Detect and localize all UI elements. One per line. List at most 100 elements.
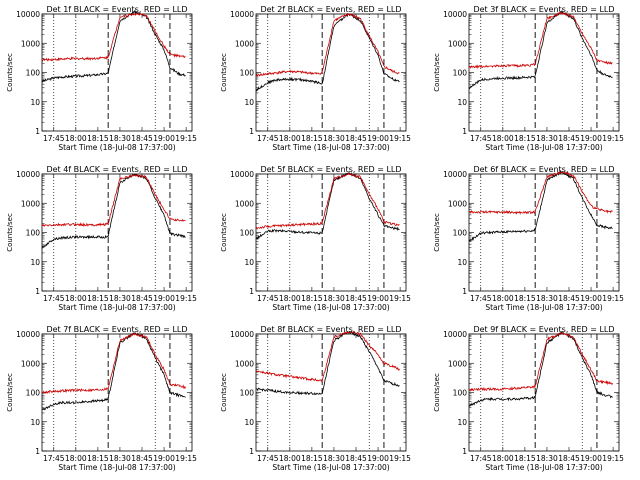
y-tick-label: 1000 xyxy=(21,39,40,48)
y-tick-label: 1 xyxy=(462,127,467,136)
y-tick-label: 10 xyxy=(244,258,254,267)
y-tick-label: 10000 xyxy=(443,330,467,339)
x-tick-label: 18:30 xyxy=(109,134,131,143)
panel-title: Det 1f BLACK = Events, RED = LLD xyxy=(46,5,187,14)
y-axis-label: Counts/sec xyxy=(220,373,228,412)
x-tick-label: 17:45 xyxy=(470,454,492,463)
x-tick-label: 18:00 xyxy=(65,454,87,463)
x-tick-label: 18:00 xyxy=(492,454,514,463)
y-tick-label: 1000 xyxy=(235,39,254,48)
events-series-line xyxy=(255,330,400,396)
panel-6: 1 10 100 1000 10000 17:45 18:00 18:15 18:30 18:45… xyxy=(433,165,624,312)
y-tick-label: 100 xyxy=(240,69,255,78)
y-tick-label: 1 xyxy=(35,287,40,296)
panel-title: Det 6f BLACK = Events, RED = LLD xyxy=(473,165,614,174)
x-tick-label: 18:30 xyxy=(109,454,131,463)
panel-3: 1 10 100 1000 10000 17:45 18:00 18:15 18:30 18:45… xyxy=(433,5,624,152)
x-axis-label: Start Time (18-Jul-08 17:37:00) xyxy=(485,463,602,472)
x-tick-label: 19:00 xyxy=(153,454,175,463)
x-tick-label: 18:45 xyxy=(345,134,367,143)
x-tick-label: 18:00 xyxy=(279,454,301,463)
x-tick-label: 18:30 xyxy=(323,294,345,303)
x-tick-label: 19:00 xyxy=(367,134,389,143)
y-axis-label: Counts/sec xyxy=(433,213,441,252)
y-tick-label: 100 xyxy=(26,389,41,398)
panel-2: 1 10 100 1000 10000 17:45 18:00 18:15 18:30 18:45… xyxy=(220,5,411,152)
lld-series-line xyxy=(41,332,186,395)
y-tick-label: 10000 xyxy=(443,10,467,19)
y-axis-label: Counts/sec xyxy=(6,53,14,92)
x-tick-label: 17:45 xyxy=(257,134,279,143)
y-tick-label: 1000 xyxy=(448,39,467,48)
x-tick-label: 18:00 xyxy=(65,294,87,303)
y-tick-label: 10 xyxy=(244,98,254,107)
y-tick-label: 100 xyxy=(26,229,41,238)
y-tick-label: 1000 xyxy=(448,359,467,368)
y-tick-label: 1 xyxy=(249,127,254,136)
panel-9: 1 10 100 1000 10000 17:45 18:00 18:15 18:30 18:45… xyxy=(433,325,624,472)
x-tick-label: 18:30 xyxy=(323,454,345,463)
events-series-line xyxy=(255,171,400,240)
y-axis-label: Counts/sec xyxy=(6,373,14,412)
y-tick-label: 10000 xyxy=(16,10,40,19)
x-tick-label: 18:45 xyxy=(345,454,367,463)
x-tick-label: 18:15 xyxy=(301,454,323,463)
lld-series-line xyxy=(41,173,186,228)
x-tick-label: 18:15 xyxy=(301,294,323,303)
y-tick-label: 1 xyxy=(35,447,40,456)
y-tick-label: 100 xyxy=(453,69,468,78)
panel-title: Det 2f BLACK = Events, RED = LLD xyxy=(260,5,401,14)
x-tick-label: 18:30 xyxy=(536,454,558,463)
x-tick-label: 18:45 xyxy=(131,294,153,303)
x-tick-label: 18:15 xyxy=(514,454,536,463)
y-tick-label: 1 xyxy=(249,287,254,296)
x-tick-label: 19:15 xyxy=(175,134,197,143)
x-tick-label: 18:45 xyxy=(558,454,580,463)
x-tick-label: 18:00 xyxy=(279,294,301,303)
x-tick-label: 18:00 xyxy=(279,134,301,143)
x-tick-label: 18:15 xyxy=(87,454,109,463)
x-tick-label: 18:00 xyxy=(65,134,87,143)
events-series-line xyxy=(468,330,613,407)
y-axis-label: Counts/sec xyxy=(433,53,441,92)
x-tick-label: 19:00 xyxy=(580,454,602,463)
y-tick-label: 1 xyxy=(462,287,467,296)
x-tick-label: 18:00 xyxy=(492,294,514,303)
panel-8: 1 10 100 1000 10000 17:45 18:00 18:15 18:30 18:45… xyxy=(220,325,411,472)
y-tick-label: 1000 xyxy=(21,199,40,208)
y-tick-label: 10000 xyxy=(230,330,254,339)
panel-title: Det 5f BLACK = Events, RED = LLD xyxy=(260,165,401,174)
x-tick-label: 17:45 xyxy=(43,294,65,303)
x-tick-label: 19:15 xyxy=(602,134,624,143)
y-tick-label: 10000 xyxy=(443,170,467,179)
x-axis-label: Start Time (18-Jul-08 17:37:00) xyxy=(485,303,602,312)
y-tick-label: 1000 xyxy=(235,359,254,368)
events-series-line xyxy=(468,9,613,90)
panel-title: Det 4f BLACK = Events, RED = LLD xyxy=(46,165,187,174)
y-tick-label: 10000 xyxy=(230,10,254,19)
x-tick-label: 19:15 xyxy=(602,454,624,463)
y-tick-label: 100 xyxy=(26,69,41,78)
y-tick-label: 10 xyxy=(457,418,467,427)
x-tick-label: 17:45 xyxy=(257,454,279,463)
y-tick-label: 1000 xyxy=(235,199,254,208)
events-series-line xyxy=(41,9,186,83)
x-tick-label: 19:00 xyxy=(367,454,389,463)
x-tick-label: 17:45 xyxy=(470,294,492,303)
y-tick-label: 10 xyxy=(30,98,40,107)
panel-4: 1 10 100 1000 10000 17:45 18:00 18:15 18:30 18:45… xyxy=(6,165,197,312)
y-tick-label: 10000 xyxy=(16,330,40,339)
x-tick-label: 18:30 xyxy=(536,294,558,303)
y-tick-label: 1 xyxy=(35,127,40,136)
x-tick-label: 19:00 xyxy=(367,294,389,303)
x-tick-label: 18:00 xyxy=(492,134,514,143)
y-tick-label: 1000 xyxy=(21,359,40,368)
x-tick-label: 19:15 xyxy=(602,294,624,303)
x-tick-label: 18:45 xyxy=(558,134,580,143)
y-tick-label: 10 xyxy=(457,98,467,107)
x-tick-label: 19:15 xyxy=(389,294,411,303)
events-series-line xyxy=(255,12,400,92)
x-tick-label: 19:00 xyxy=(580,294,602,303)
lld-series-line xyxy=(468,169,613,215)
y-tick-label: 100 xyxy=(453,229,468,238)
